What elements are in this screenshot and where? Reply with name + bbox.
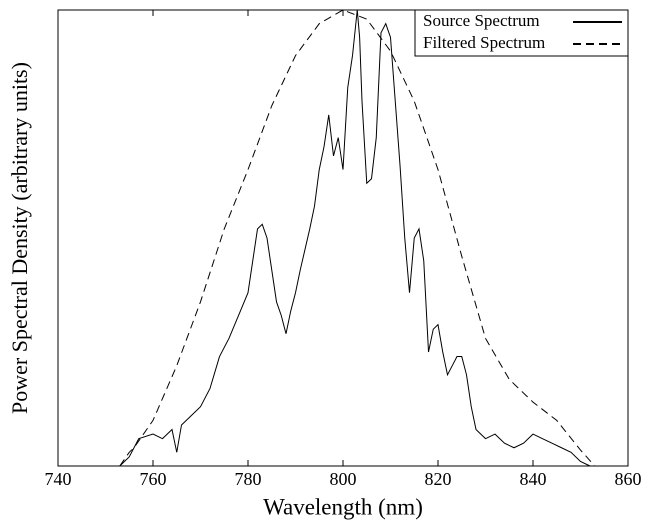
series-line (119, 9, 596, 467)
x-tick-label: 820 (425, 469, 452, 489)
x-tick-label: 840 (520, 469, 547, 489)
x-tick-label: 860 (615, 469, 642, 489)
y-axis-label: Power Spectral Density (arbitrary units) (7, 62, 32, 414)
x-axis-label: Wavelength (nm) (263, 494, 423, 519)
x-tick-label: 760 (140, 469, 167, 489)
x-tick-label: 780 (235, 469, 262, 489)
legend-label: Source Spectrum (423, 11, 540, 30)
x-tick-label: 800 (330, 469, 357, 489)
legend-label: Filtered Spectrum (423, 33, 545, 52)
legend-box (414, 9, 629, 57)
x-tick-label: 740 (45, 469, 72, 489)
plot-frame (57, 9, 629, 467)
series-line (119, 9, 591, 467)
